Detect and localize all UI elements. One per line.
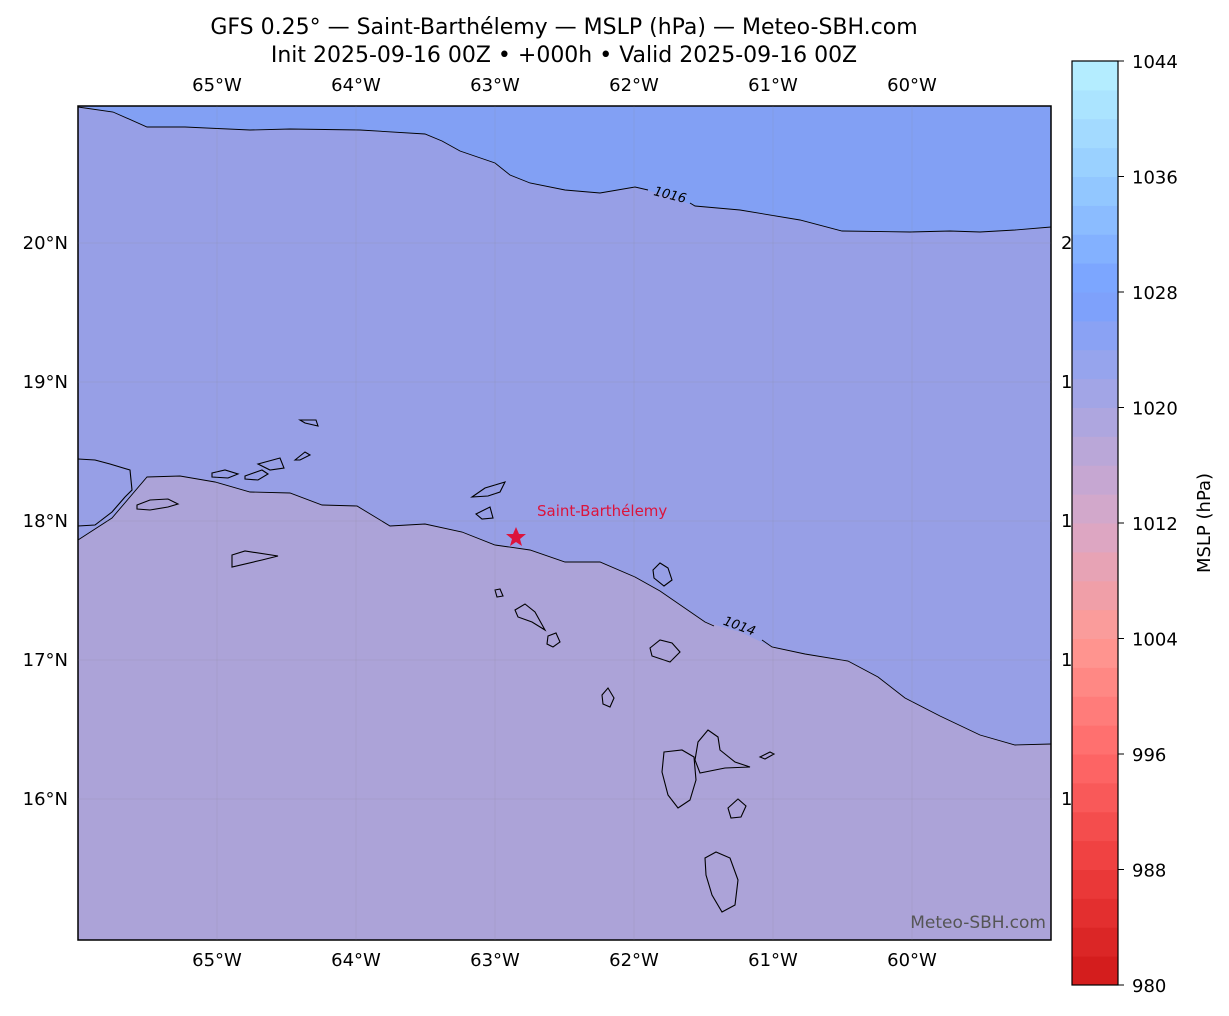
lat-label: 18°N [23, 511, 68, 532]
colorbar-band [1072, 782, 1118, 813]
colorbar-tick-label: 988 [1132, 861, 1166, 882]
colorbar-band [1072, 436, 1118, 466]
lon-label: 64°W [331, 75, 381, 96]
colorbar-band [1072, 89, 1118, 120]
lon-label: 63°W [470, 950, 520, 971]
colorbar-band [1072, 118, 1118, 149]
colorbar-band [1072, 263, 1118, 293]
colorbar-band [1072, 754, 1118, 784]
colorbar-band [1072, 349, 1118, 380]
colorbar-band [1072, 927, 1118, 957]
watermark: Meteo-SBH.com [910, 913, 1046, 933]
contour-line [761, 639, 1052, 746]
colorbar-tick-label: 1004 [1132, 630, 1178, 651]
coastlines [77, 419, 776, 913]
lon-label: 62°W [609, 950, 659, 971]
contour-line [77, 475, 715, 627]
location-marker [506, 527, 526, 546]
colorbar-band [1072, 407, 1118, 437]
lon-label: 61°W [748, 75, 798, 96]
lon-label: 60°W [887, 75, 937, 96]
colorbar-band [1072, 580, 1118, 611]
colorbar-band [1072, 234, 1118, 264]
colorbar-band [1072, 494, 1118, 524]
colorbar-band [1072, 898, 1118, 928]
lat-label: 20°N [23, 233, 68, 254]
contour-line [77, 106, 649, 194]
colorbar-tick-label: 980 [1132, 976, 1166, 997]
colorbar-band [1072, 292, 1118, 322]
colorbar-tick-label: 1012 [1132, 514, 1178, 535]
colorbar-label: MSLP (hPa) [1194, 473, 1215, 573]
colorbar-band [1072, 176, 1118, 206]
lon-label: 63°W [470, 75, 520, 96]
colorbar-tick-label: 996 [1132, 745, 1166, 766]
colorbar-band [1072, 378, 1118, 408]
colorbar-tick-label: 1036 [1132, 168, 1178, 189]
subtitle: Init 2025-09-16 00Z • +000h • Valid 2025… [271, 43, 857, 68]
colorbar-band [1072, 725, 1118, 755]
title: GFS 0.25° — Saint-Barthélemy — MSLP (hPa… [210, 15, 917, 40]
lat-label: 19°N [23, 372, 68, 393]
region-mid [78, 106, 1051, 745]
marker-label: Saint-Barthélemy [537, 502, 667, 520]
lon-label: 64°W [331, 950, 381, 971]
colorbar-band [1072, 147, 1118, 177]
colorbar-band [1072, 869, 1118, 899]
lon-label: 62°W [609, 75, 659, 96]
colorbar-band [1072, 320, 1118, 351]
colorbar-band [1072, 205, 1118, 235]
lat-label: 16°N [23, 789, 68, 810]
colorbar-band [1072, 465, 1118, 495]
lon-label: 65°W [192, 950, 242, 971]
lon-label: 65°W [192, 75, 242, 96]
colorbar-band [1072, 811, 1118, 842]
colorbar-band [1072, 638, 1118, 668]
contour-line [689, 202, 1052, 233]
colorbar-band [1072, 609, 1118, 639]
lon-label: 60°W [887, 950, 937, 971]
region-high [78, 106, 1051, 232]
map-area: 1016 1014 Saint-Barthélemy Meteo-SBH.com [77, 105, 1052, 941]
colorbar-band [1072, 696, 1118, 726]
colorbar-band [1072, 667, 1118, 697]
colorbar-tick-label: 1020 [1132, 399, 1178, 420]
colorbar-tick-label: 1044 [1132, 52, 1178, 73]
lat-label: 17°N [23, 650, 68, 671]
lon-label: 61°W [748, 950, 798, 971]
colorbar-band [1072, 956, 1118, 986]
colorbar-band [1072, 523, 1118, 553]
colorbar-tick-label: 1028 [1132, 283, 1178, 304]
colorbar-band [1072, 551, 1118, 582]
colorbar-band [1072, 61, 1118, 91]
colorbar-band [1072, 840, 1118, 870]
colorbar: 980 988 996 1004 1012 1020 1028 1036 1044 [1071, 52, 1178, 997]
map-frame [77, 105, 1052, 941]
